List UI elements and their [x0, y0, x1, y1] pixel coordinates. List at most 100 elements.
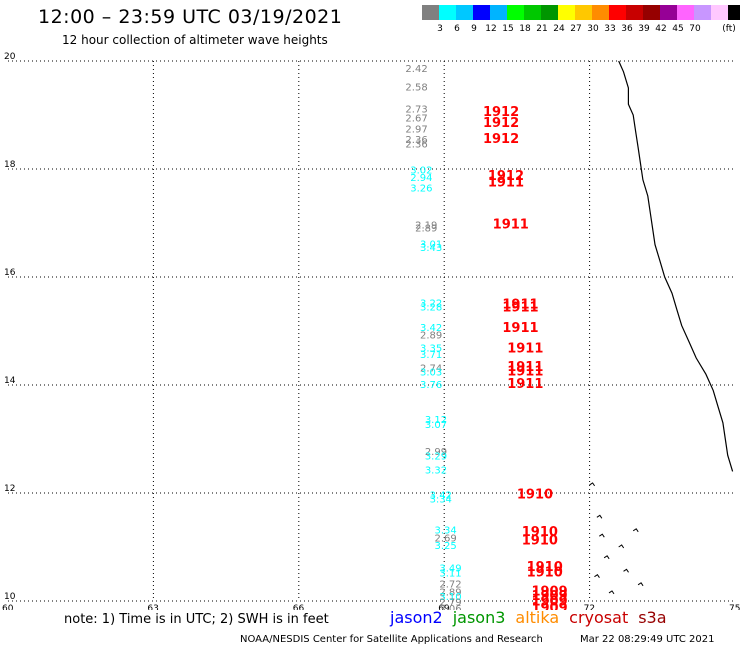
pass-time-label: 1911 — [507, 342, 543, 357]
pass-time-label: 1910 — [517, 487, 553, 502]
legend-label: 33 — [604, 24, 616, 34]
wave-height-value: 3.49 — [439, 563, 461, 574]
pass-time-label: 1910 — [527, 566, 563, 581]
lat-tick-label: 18 — [4, 160, 16, 170]
units-note: note: 1) Time is in UTC; 2) SWH is in fe… — [64, 612, 329, 627]
satellite-jason3: jason3 — [452, 608, 506, 627]
wave-height-value: 2.89 — [420, 331, 442, 342]
legend-label: 70 — [689, 24, 701, 34]
pass-time-label: 1911 — [502, 297, 538, 312]
wave-height-value: 2.67 — [405, 113, 427, 124]
legend-swatch — [694, 5, 711, 20]
wave-height-value: 2.72 — [439, 580, 461, 591]
legend-swatch — [728, 5, 740, 20]
legend-label: 21 — [536, 24, 548, 34]
legend-label: 39 — [638, 24, 650, 34]
timestamp: Mar 22 08:29:49 UTC 2021 — [580, 634, 715, 645]
lat-tick-label: 14 — [4, 376, 16, 386]
coastline — [589, 60, 734, 595]
legend-swatch — [490, 5, 507, 20]
wave-height-value: 3.12 — [425, 415, 447, 426]
wave-height-value: 2.89 — [415, 224, 437, 235]
lon-tick-label: 69 — [438, 604, 450, 610]
lon-tick-label: 72 — [584, 604, 595, 610]
pass-time-label: 1911 — [507, 377, 543, 392]
pass-time-label: 1912 — [483, 116, 519, 131]
legend-label: 15 — [502, 24, 514, 34]
legend-swatch — [660, 5, 677, 20]
satellite-cryosat: cryosat — [569, 608, 629, 627]
legend-label: 24 — [553, 24, 565, 34]
legend-label: 45 — [672, 24, 684, 34]
legend-swatch — [439, 5, 456, 20]
wave-height-value: 3.25 — [435, 541, 457, 552]
satellite-s3a: s3a — [638, 608, 667, 627]
wave-height-value: 3.42 — [430, 490, 452, 501]
legend-label: 6 — [454, 24, 460, 34]
wave-height-value: 3.34 — [435, 526, 457, 537]
wave-height-value: 3.11 — [439, 569, 461, 580]
legend-label: 30 — [587, 24, 599, 34]
legend-swatch — [677, 5, 694, 20]
wave-height-value: 2.99 — [425, 447, 447, 458]
island — [618, 544, 625, 549]
pass-time-label: 1909 — [531, 594, 567, 609]
pass-time-label: 1910 — [522, 525, 558, 540]
lon-tick-label: 66 — [293, 604, 305, 610]
wave-height-value: 2.36 — [405, 135, 427, 146]
wave-height-value: 2.79 — [439, 597, 461, 608]
pass-time-label: 1911 — [488, 175, 524, 190]
island — [623, 568, 629, 573]
lat-tick-label: 16 — [4, 268, 16, 278]
legend-label: 12 — [485, 24, 497, 34]
pass-time-label: 1909 — [531, 601, 567, 610]
lat-tick-label: 12 — [4, 484, 15, 494]
legend-label: 3 — [437, 24, 443, 34]
wave-height-value: 3.02 — [410, 165, 432, 176]
wave-height-value: 3.28 — [420, 302, 442, 313]
wave-height-value: 2.73 — [405, 104, 427, 115]
wave-height-value: 2.42 — [405, 64, 427, 75]
pass-time-label: 1912 — [488, 169, 524, 184]
pass-time-label: 1910 — [522, 533, 558, 548]
legend-swatch — [575, 5, 592, 20]
wave-height-value: 3.26 — [410, 184, 432, 195]
pass-time-label: 1912 — [483, 105, 519, 120]
island — [594, 574, 600, 578]
wave-height-value: 3.32 — [425, 466, 447, 477]
pass-time-label: 1911 — [502, 321, 538, 336]
wave-height-value: 2.69 — [435, 534, 457, 545]
wave-height-value: 3.43 — [420, 243, 442, 254]
wave-height-value: 3.35 — [420, 344, 442, 355]
wave-height-value: 2.74 — [420, 364, 442, 375]
legend-swatch — [609, 5, 626, 20]
legend-swatch — [711, 5, 728, 20]
lon-tick-label: 75 — [729, 604, 740, 610]
pass-time-label: 1911 — [493, 217, 529, 232]
wave-height-value: 3.42 — [420, 323, 442, 334]
map-title: 12:00 – 23:59 UTC 03/19/2021 — [38, 6, 343, 28]
pass-time-label: 1911 — [502, 301, 538, 316]
grid-lines — [8, 60, 735, 602]
legend-label: 9 — [471, 24, 477, 34]
legend-label: 36 — [621, 24, 633, 34]
wave-height-labels: 2.422.582.732.672.972.362.363.022.943.26… — [405, 64, 461, 610]
legend-swatch — [592, 5, 609, 20]
island — [608, 590, 615, 595]
credit-line: NOAA/NESDIS Center for Satellite Applica… — [240, 634, 543, 645]
legend-label: 27 — [570, 24, 582, 34]
wave-height-value: 3.22 — [420, 299, 442, 310]
wave-height-value: 2.89 — [439, 588, 461, 599]
lat-tick-label: 20 — [4, 52, 16, 62]
wave-height-value: 3.29 — [425, 452, 447, 463]
satellite-altika: altika — [515, 608, 560, 627]
wave-height-value: 3.71 — [420, 350, 442, 361]
wave-height-value: 3.03 — [420, 367, 442, 378]
legend-swatch — [507, 5, 524, 20]
map-subtitle: 12 hour collection of altimeter wave hei… — [62, 33, 328, 47]
wave-height-value: 3.06 — [439, 604, 461, 610]
lat-tick-label: 10 — [4, 592, 16, 602]
island — [603, 555, 610, 560]
pass-time-label: 1912 — [483, 132, 519, 147]
